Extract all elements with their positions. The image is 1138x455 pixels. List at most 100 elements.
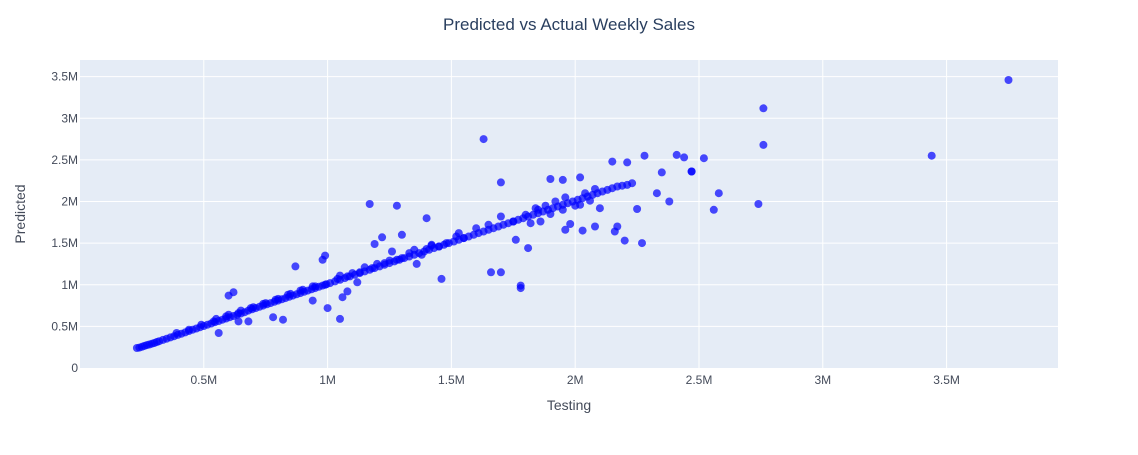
- data-point[interactable]: [209, 317, 218, 326]
- data-point[interactable]: [759, 104, 768, 113]
- data-point[interactable]: [628, 179, 637, 188]
- data-point[interactable]: [672, 150, 681, 159]
- data-point[interactable]: [279, 315, 287, 324]
- data-point[interactable]: [417, 250, 426, 259]
- data-point[interactable]: [754, 200, 763, 208]
- data-point[interactable]: [291, 262, 300, 271]
- data-point[interactable]: [284, 290, 292, 299]
- data-point[interactable]: [184, 325, 193, 334]
- data-point[interactable]: [214, 329, 223, 337]
- data-point[interactable]: [709, 205, 718, 214]
- data-point[interactable]: [269, 313, 278, 322]
- data-point[interactable]: [511, 235, 520, 244]
- data-point[interactable]: [368, 264, 377, 273]
- data-point[interactable]: [472, 224, 481, 233]
- data-point[interactable]: [437, 274, 446, 283]
- data-point[interactable]: [197, 320, 206, 329]
- data-point[interactable]: [640, 151, 649, 160]
- data-point[interactable]: [323, 304, 332, 313]
- data-point[interactable]: [343, 272, 352, 281]
- data-point[interactable]: [484, 220, 493, 229]
- data-point[interactable]: [576, 200, 585, 209]
- data-point[interactable]: [234, 317, 243, 326]
- data-point[interactable]: [496, 178, 505, 187]
- data-point[interactable]: [927, 151, 936, 160]
- data-point[interactable]: [246, 304, 255, 313]
- data-point[interactable]: [271, 295, 280, 304]
- data-point[interactable]: [259, 299, 268, 308]
- data-point[interactable]: [459, 234, 468, 243]
- data-point[interactable]: [521, 210, 530, 219]
- data-point[interactable]: [546, 210, 555, 218]
- data-point[interactable]: [591, 222, 599, 231]
- data-point[interactable]: [392, 255, 401, 264]
- data-point[interactable]: [714, 189, 723, 198]
- data-point[interactable]: [536, 217, 545, 226]
- data-point[interactable]: [687, 167, 696, 176]
- data-point[interactable]: [558, 205, 567, 214]
- data-point[interactable]: [496, 212, 505, 221]
- data-point[interactable]: [487, 268, 495, 277]
- data-point[interactable]: [620, 236, 629, 245]
- data-point[interactable]: [509, 217, 518, 226]
- data-point[interactable]: [699, 154, 708, 163]
- data-point[interactable]: [591, 185, 599, 193]
- data-point[interactable]: [531, 204, 540, 213]
- data-point[interactable]: [422, 214, 431, 223]
- data-point[interactable]: [638, 239, 646, 248]
- data-point[interactable]: [546, 175, 555, 183]
- data-point[interactable]: [576, 173, 585, 182]
- data-point[interactable]: [229, 288, 238, 297]
- data-point[interactable]: [405, 249, 414, 258]
- data-point[interactable]: [355, 268, 364, 277]
- data-point[interactable]: [558, 175, 567, 184]
- data-point[interactable]: [353, 278, 362, 287]
- data-point[interactable]: [244, 317, 253, 326]
- data-point[interactable]: [610, 227, 619, 236]
- data-point[interactable]: [380, 259, 389, 268]
- data-point[interactable]: [360, 263, 369, 272]
- data-point[interactable]: [308, 296, 317, 305]
- data-point[interactable]: [442, 239, 451, 248]
- data-point[interactable]: [333, 274, 342, 283]
- data-point[interactable]: [623, 158, 632, 167]
- data-point[interactable]: [578, 226, 587, 235]
- data-point[interactable]: [308, 282, 317, 291]
- data-point[interactable]: [392, 201, 401, 210]
- data-point[interactable]: [365, 200, 374, 208]
- data-point[interactable]: [296, 286, 305, 295]
- data-point[interactable]: [561, 193, 570, 202]
- data-point[interactable]: [541, 201, 550, 210]
- data-point[interactable]: [633, 205, 642, 213]
- data-point[interactable]: [222, 312, 231, 321]
- data-point[interactable]: [665, 197, 674, 206]
- data-point[interactable]: [566, 220, 575, 228]
- data-point[interactable]: [516, 281, 525, 290]
- data-point[interactable]: [524, 244, 533, 253]
- data-point[interactable]: [172, 329, 181, 337]
- data-point[interactable]: [370, 240, 379, 248]
- data-point[interactable]: [657, 168, 666, 177]
- data-point[interactable]: [652, 189, 661, 198]
- data-point[interactable]: [608, 157, 617, 166]
- data-point[interactable]: [427, 240, 436, 249]
- data-point[interactable]: [454, 229, 463, 238]
- data-point[interactable]: [321, 280, 330, 289]
- data-point[interactable]: [343, 287, 352, 296]
- data-point[interactable]: [318, 255, 327, 264]
- data-point[interactable]: [561, 225, 570, 234]
- data-point[interactable]: [388, 247, 396, 256]
- data-point[interactable]: [412, 259, 421, 268]
- data-point[interactable]: [551, 197, 560, 206]
- data-point[interactable]: [479, 135, 488, 144]
- data-point[interactable]: [397, 230, 406, 239]
- data-point[interactable]: [680, 153, 689, 162]
- data-point[interactable]: [595, 204, 604, 213]
- data-point[interactable]: [581, 189, 590, 198]
- data-point[interactable]: [526, 219, 535, 228]
- data-point[interactable]: [336, 314, 344, 323]
- data-point[interactable]: [759, 140, 768, 149]
- data-point[interactable]: [1004, 76, 1013, 84]
- data-point[interactable]: [496, 268, 505, 277]
- data-point[interactable]: [586, 196, 594, 205]
